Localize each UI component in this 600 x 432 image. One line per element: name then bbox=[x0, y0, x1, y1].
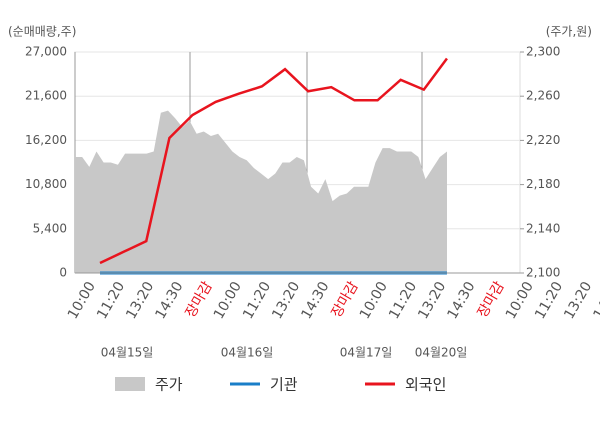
y2-tick-label: 2,260 bbox=[526, 89, 560, 103]
y2-tick-label: 2,140 bbox=[526, 221, 560, 235]
x-tick-label: 11:20 bbox=[532, 279, 566, 322]
y-tick-label: 10,800 bbox=[25, 177, 67, 191]
x-tick-label: 10:00 bbox=[357, 279, 391, 322]
x-tick-label: 14:30 bbox=[152, 279, 186, 322]
date-label: 04월17일 bbox=[340, 346, 393, 360]
x-tick-label: 11:20 bbox=[240, 279, 274, 322]
x-tick-label: 13:20 bbox=[269, 279, 303, 322]
y-axis-label: (순매매량,주) bbox=[8, 25, 76, 39]
series-line bbox=[99, 57, 448, 265]
date-label: 04월16일 bbox=[221, 346, 274, 360]
x-tick-label: 13:20 bbox=[561, 279, 595, 322]
x-tick-label: 14:30 bbox=[444, 279, 478, 322]
y2-axis-label: (주가,원) bbox=[546, 25, 592, 39]
y2-tick-label: 2,300 bbox=[526, 45, 560, 59]
y-tick-label: 27,000 bbox=[25, 45, 67, 59]
price-area bbox=[75, 110, 447, 273]
y2-tick-label: 2,220 bbox=[526, 133, 560, 147]
legend-label: 외국인 bbox=[405, 376, 446, 394]
x-tick-label: 10:00 bbox=[503, 279, 537, 322]
legend-swatch bbox=[115, 377, 145, 391]
x-tick-label: 11:20 bbox=[94, 279, 128, 322]
y2-tick-label: 2,180 bbox=[526, 177, 560, 191]
legend-label: 기관 bbox=[270, 376, 298, 394]
x-tick-label: 10:00 bbox=[65, 279, 99, 322]
date-label: 04월20일 bbox=[415, 346, 468, 360]
y-tick-label: 21,600 bbox=[25, 89, 67, 103]
y-tick-label: 0 bbox=[59, 266, 67, 280]
x-tick-label: 10:00 bbox=[211, 279, 245, 322]
y-tick-label: 16,200 bbox=[25, 133, 67, 147]
y-tick-label: 5,400 bbox=[33, 221, 67, 235]
x-tick-label: 13:20 bbox=[415, 279, 449, 322]
legend-label: 주가 bbox=[155, 376, 183, 394]
x-tick-label: 11:20 bbox=[386, 279, 420, 322]
y2-tick-label: 2,100 bbox=[526, 266, 560, 280]
x-tick-label: 13:20 bbox=[123, 279, 157, 322]
x-tick-label: 14:30 bbox=[298, 279, 332, 322]
date-label: 04월15일 bbox=[101, 346, 154, 360]
